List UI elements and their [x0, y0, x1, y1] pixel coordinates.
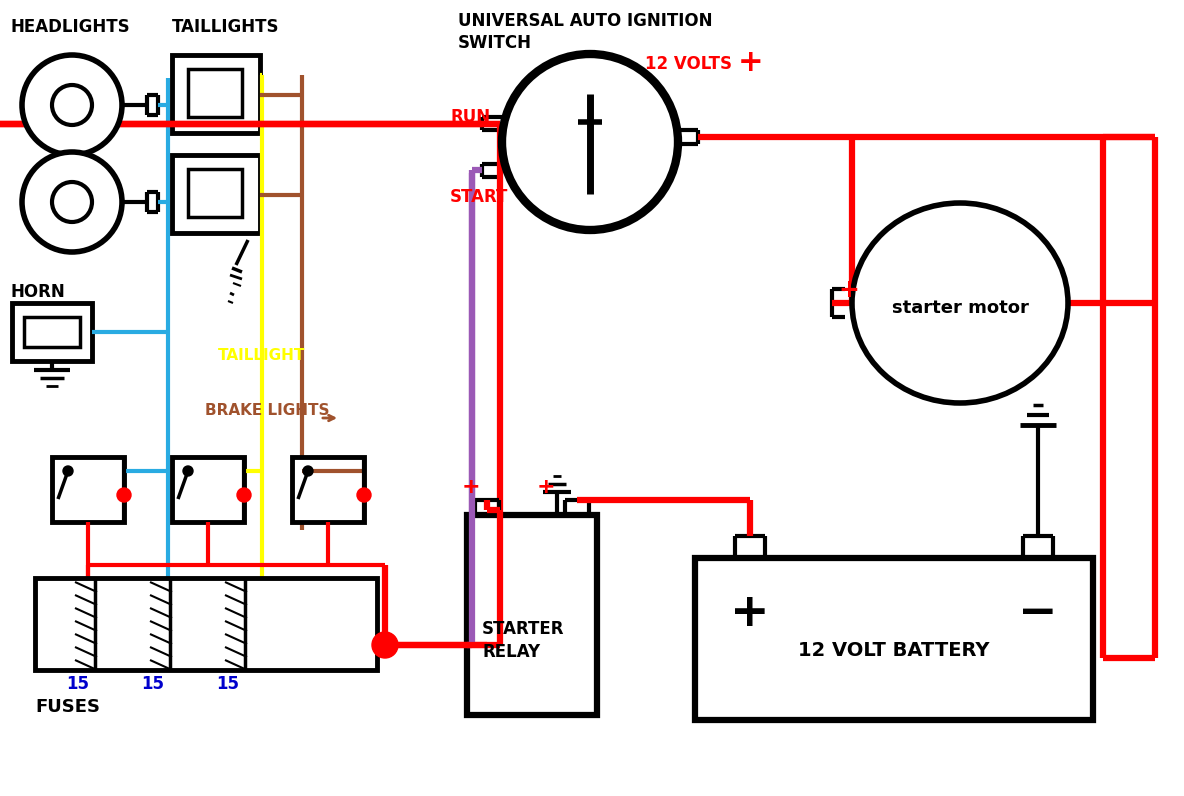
- Text: 12 VOLT BATTERY: 12 VOLT BATTERY: [798, 642, 990, 661]
- Text: RUN: RUN: [450, 108, 490, 126]
- Text: 15: 15: [217, 675, 239, 693]
- Circle shape: [358, 488, 371, 502]
- Circle shape: [372, 632, 398, 658]
- Text: FUSES: FUSES: [36, 698, 99, 716]
- Text: STARTER: STARTER: [482, 620, 565, 638]
- Text: START: START: [450, 188, 508, 206]
- Text: SWITCH: SWITCH: [458, 34, 532, 52]
- Text: +: +: [731, 591, 770, 635]
- Bar: [172, 155, 260, 233]
- Text: TAILLIGHTS: TAILLIGHTS: [172, 18, 279, 36]
- Circle shape: [237, 488, 251, 502]
- Bar: [172, 55, 260, 133]
- Text: starter motor: starter motor: [892, 299, 1029, 317]
- Text: 15: 15: [142, 675, 165, 693]
- Bar: [24, 317, 81, 347]
- Text: RELAY: RELAY: [482, 643, 540, 661]
- Bar: [695, 558, 1093, 720]
- Text: +: +: [738, 48, 764, 77]
- Text: BRAKE LIGHTS: BRAKE LIGHTS: [205, 403, 329, 418]
- Bar: [188, 169, 242, 217]
- Circle shape: [22, 55, 122, 155]
- Text: −: −: [1018, 591, 1057, 635]
- Bar: [52, 457, 124, 522]
- Text: 15: 15: [66, 675, 90, 693]
- Bar: [188, 69, 242, 117]
- Circle shape: [52, 85, 92, 125]
- Text: HEADLIGHTS: HEADLIGHTS: [9, 18, 129, 36]
- Bar: [292, 457, 363, 522]
- Text: +: +: [538, 477, 555, 497]
- Bar: [12, 303, 92, 361]
- Ellipse shape: [852, 203, 1068, 403]
- Circle shape: [22, 152, 122, 252]
- Circle shape: [63, 466, 73, 476]
- Text: TAILLIGHT: TAILLIGHT: [218, 348, 305, 363]
- Circle shape: [117, 488, 131, 502]
- Text: 12 VOLTS: 12 VOLTS: [645, 55, 732, 73]
- Text: HORN: HORN: [9, 283, 65, 301]
- Bar: [172, 457, 244, 522]
- Bar: [36, 578, 377, 670]
- Circle shape: [502, 54, 678, 230]
- Text: +: +: [838, 278, 858, 302]
- Bar: [466, 515, 597, 715]
- Text: UNIVERSAL AUTO IGNITION: UNIVERSAL AUTO IGNITION: [458, 12, 713, 30]
- Circle shape: [184, 466, 193, 476]
- Text: +: +: [462, 477, 481, 497]
- Circle shape: [52, 182, 92, 222]
- Circle shape: [303, 466, 313, 476]
